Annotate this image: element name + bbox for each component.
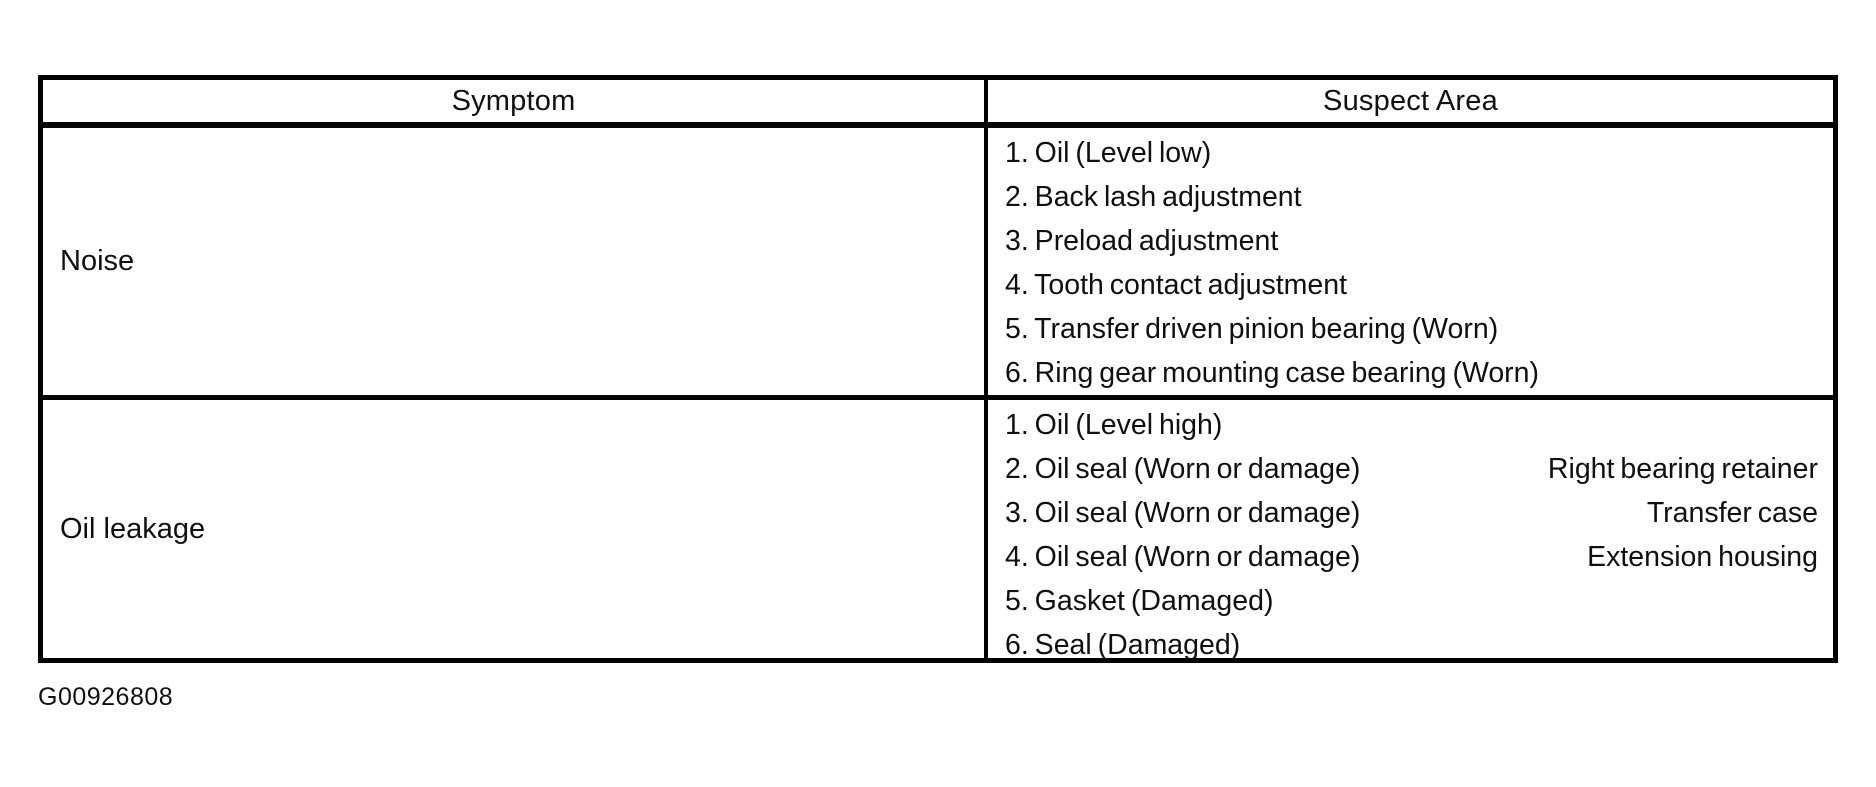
suspect-item: 4. Oil seal (Worn or damage) Extension h… [1005, 535, 1818, 579]
symptom-suspect-table: Symptom Suspect Area Noise 1. Oil (Level… [38, 75, 1838, 663]
table-row-noise-suspect-cell: 1. Oil (Level low) 2. Back lash adjustme… [988, 128, 1833, 400]
suspect-item-text: 3. Oil seal (Worn or damage) [1005, 497, 1361, 529]
symptom-label-noise: Noise [60, 245, 135, 277]
suspect-item-text: 6. Seal (Damaged) [1005, 629, 1241, 658]
suspect-item-text: 3. Preload adjustment [1005, 225, 1279, 257]
suspect-item: 3. Preload adjustment [1005, 219, 1818, 263]
suspect-item-text: 1. Oil (Level high) [1005, 409, 1223, 441]
suspect-area-column-header: Suspect Area [988, 80, 1833, 128]
suspect-item: 3. Oil seal (Worn or damage) Transfer ca… [1005, 491, 1818, 535]
suspect-item-text: 6. Ring gear mounting case bearing (Worn… [1005, 357, 1540, 389]
suspect-item: 5. Transfer driven pinion bearing (Worn) [1005, 307, 1818, 351]
suspect-item: 1. Oil (Level high) [1005, 403, 1818, 447]
suspect-item: 6. Seal (Damaged) [1005, 623, 1818, 658]
suspect-item: 6. Ring gear mounting case bearing (Worn… [1005, 351, 1818, 395]
symptom-column-header: Symptom [43, 80, 988, 128]
table-row-noise-symptom-cell: Noise [43, 128, 988, 400]
table-row-oil-leakage-symptom-cell: Oil leakage [43, 400, 988, 658]
figure-id-caption: G00926808 [38, 683, 174, 711]
suspect-item-text: 1. Oil (Level low) [1005, 137, 1212, 169]
suspect-item: 2. Oil seal (Worn or damage) Right beari… [1005, 447, 1818, 491]
suspect-item: 5. Gasket (Damaged) [1005, 579, 1818, 623]
suspect-item-text: 4. Tooth contact adjustment [1005, 269, 1348, 301]
symptom-header-label: Symptom [451, 84, 576, 117]
suspect-item: 1. Oil (Level low) [1005, 131, 1818, 175]
suspect-item-text: 5. Transfer driven pinion bearing (Worn) [1005, 313, 1499, 345]
suspect-item-text: 5. Gasket (Damaged) [1005, 585, 1274, 617]
suspect-item-location: Extension housing [1587, 541, 1818, 573]
suspect-item: 4. Tooth contact adjustment [1005, 263, 1818, 307]
symptom-label-oil-leakage: Oil leakage [60, 512, 206, 545]
suspect-item-location: Transfer case [1646, 497, 1818, 529]
suspect-area-header-label: Suspect Area [1323, 84, 1498, 117]
table-row-oil-leakage-suspect-cell: 1. Oil (Level high) 2. Oil seal (Worn or… [988, 400, 1833, 658]
suspect-item-text: 2. Oil seal (Worn or damage) [1005, 453, 1361, 485]
suspect-item-text: 4. Oil seal (Worn or damage) [1005, 541, 1361, 573]
suspect-item-text: 2. Back lash adjustment [1005, 181, 1302, 213]
suspect-item: 2. Back lash adjustment [1005, 175, 1818, 219]
suspect-item-location: Right bearing retainer [1547, 453, 1818, 485]
